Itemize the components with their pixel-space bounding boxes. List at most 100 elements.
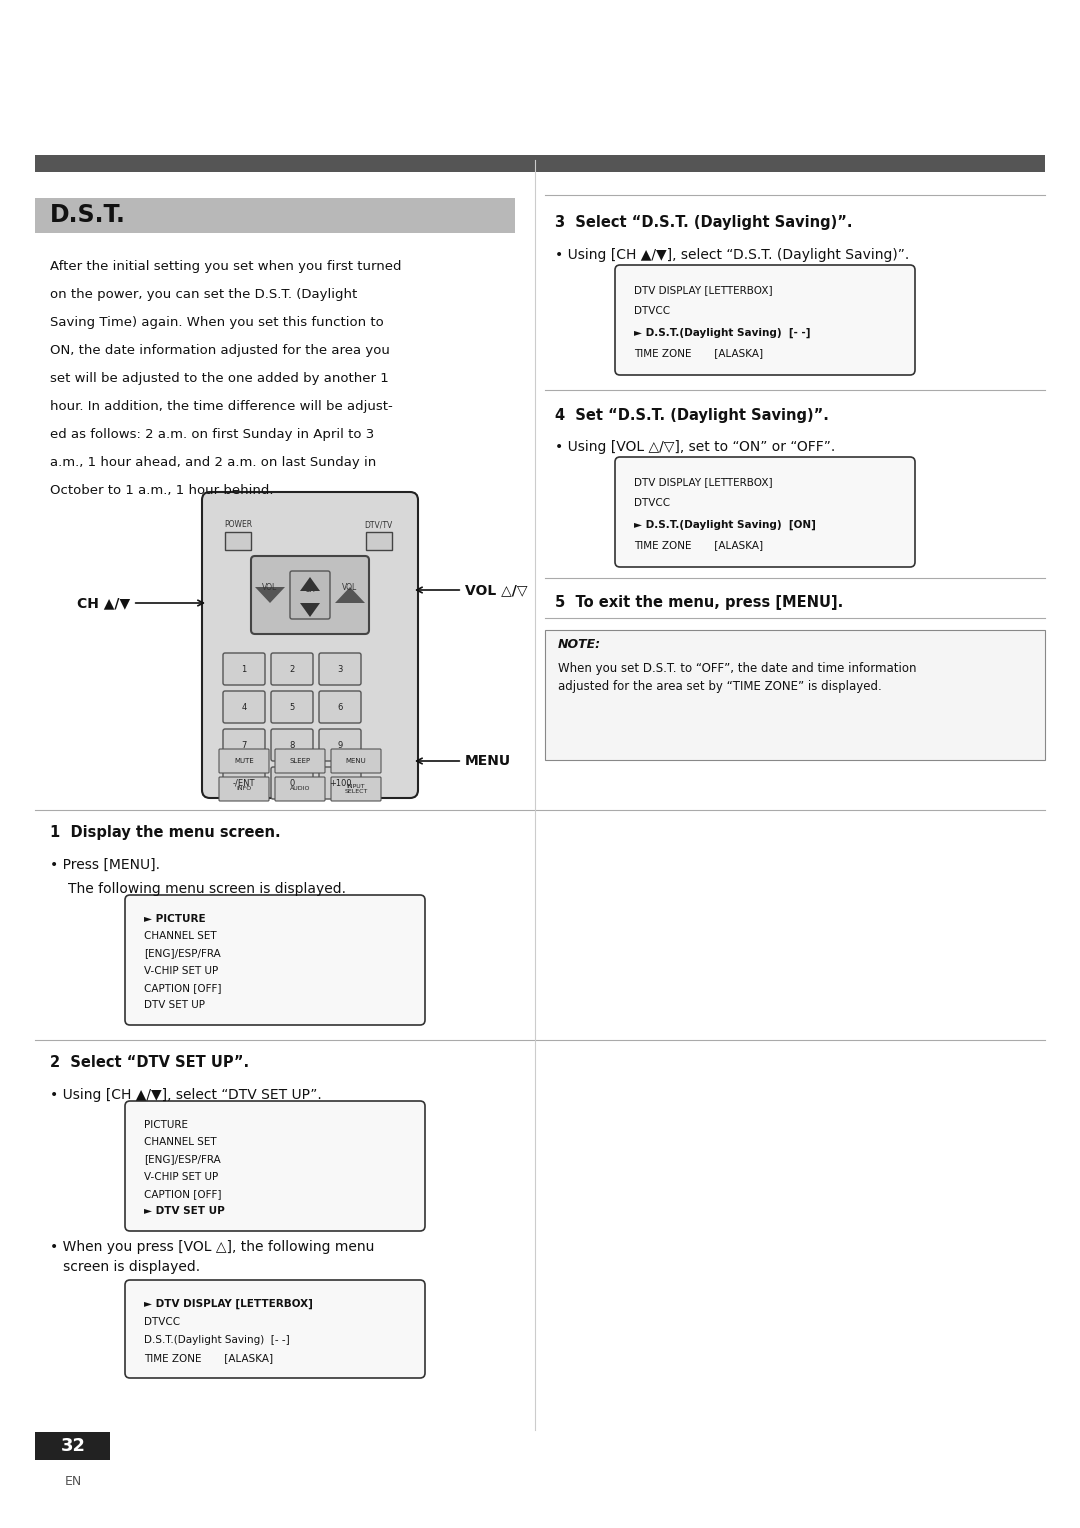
Bar [35,154,1045,173]
Text: 2  Select “DTV SET UP”.: 2 Select “DTV SET UP”. [50,1054,249,1070]
Text: • Press [MENU].: • Press [MENU]. [50,859,160,872]
Text: ► D.S.T.(Daylight Saving)  [ON]: ► D.S.T.(Daylight Saving) [ON] [634,520,815,530]
Text: on the power, you can set the D.S.T. (Daylight: on the power, you can set the D.S.T. (Da… [50,287,357,301]
Text: +100: +100 [328,778,351,787]
Text: -/ENT: -/ENT [233,778,255,787]
Text: [ENG]/ESP/FRA: [ENG]/ESP/FRA [144,1154,220,1164]
FancyBboxPatch shape [271,652,313,685]
Text: NOTE:: NOTE: [558,639,602,651]
Text: PICTURE: PICTURE [144,1120,188,1129]
FancyBboxPatch shape [219,749,269,773]
FancyBboxPatch shape [291,571,330,619]
FancyBboxPatch shape [222,691,265,723]
Text: 32: 32 [60,1436,85,1455]
Text: MENU: MENU [346,758,366,764]
FancyBboxPatch shape [319,729,361,761]
FancyBboxPatch shape [125,1102,426,1232]
FancyBboxPatch shape [319,652,361,685]
Text: VOL △/▽: VOL △/▽ [417,584,527,597]
FancyBboxPatch shape [125,1280,426,1378]
Text: DTV DISPLAY [LETTERBOX]: DTV DISPLAY [LETTERBOX] [634,477,772,487]
Text: [ENG]/ESP/FRA: [ENG]/ESP/FRA [144,949,220,958]
FancyBboxPatch shape [330,778,381,801]
Text: 7: 7 [241,741,246,750]
Text: 3  Select “D.S.T. (Daylight Saving)”.: 3 Select “D.S.T. (Daylight Saving)”. [555,215,852,231]
Text: 1  Display the menu screen.: 1 Display the menu screen. [50,825,281,840]
Text: October to 1 a.m., 1 hour behind.: October to 1 a.m., 1 hour behind. [50,484,273,497]
FancyBboxPatch shape [271,767,313,799]
FancyBboxPatch shape [330,749,381,773]
Text: DTV/TV: DTV/TV [364,520,392,529]
FancyBboxPatch shape [202,492,418,798]
FancyBboxPatch shape [615,457,915,567]
Text: 8: 8 [289,741,295,750]
Text: CH ▲/▼: CH ▲/▼ [77,596,203,610]
Text: MUTE: MUTE [234,758,254,764]
Text: DTV SET UP: DTV SET UP [144,1001,205,1010]
Text: V-CHIP SET UP: V-CHIP SET UP [144,1172,218,1181]
Text: EN: EN [65,1475,82,1488]
Text: D.S.T.(Daylight Saving)  [- -]: D.S.T.(Daylight Saving) [- -] [144,1335,289,1345]
FancyBboxPatch shape [615,264,915,374]
Polygon shape [255,587,285,604]
Text: ON, the date information adjusted for the area you: ON, the date information adjusted for th… [50,344,390,358]
FancyBboxPatch shape [275,749,325,773]
Text: DTVCC: DTVCC [634,307,670,316]
Polygon shape [335,587,365,604]
Text: • Using [CH ▲/▼], select “DTV SET UP”.: • Using [CH ▲/▼], select “DTV SET UP”. [50,1088,322,1102]
Bar [35,1432,110,1459]
Text: When you set D.S.T. to “OFF”, the date and time information
adjusted for the are: When you set D.S.T. to “OFF”, the date a… [558,662,917,694]
Text: set will be adjusted to the one added by another 1: set will be adjusted to the one added by… [50,371,389,385]
Text: 3: 3 [337,665,342,674]
Text: • Using [CH ▲/▼], select “D.S.T. (Daylight Saving)”.: • Using [CH ▲/▼], select “D.S.T. (Daylig… [555,248,909,261]
FancyBboxPatch shape [222,767,265,799]
FancyBboxPatch shape [219,778,269,801]
FancyBboxPatch shape [222,729,265,761]
FancyBboxPatch shape [275,778,325,801]
FancyBboxPatch shape [366,532,392,550]
Text: ► PICTURE: ► PICTURE [144,914,205,923]
Text: 6: 6 [337,703,342,712]
Text: CHANNEL SET: CHANNEL SET [144,931,217,941]
Text: 5: 5 [289,703,295,712]
Text: VOL: VOL [342,582,357,591]
Text: INPUT
SELECT: INPUT SELECT [345,784,367,795]
Text: V-CHIP SET UP: V-CHIP SET UP [144,966,218,976]
Text: 1: 1 [241,665,246,674]
FancyBboxPatch shape [319,691,361,723]
Text: Saving Time) again. When you set this function to: Saving Time) again. When you set this fu… [50,316,383,329]
Text: CHANNEL SET: CHANNEL SET [144,1137,217,1148]
Text: • When you press [VOL △], the following menu
   screen is displayed.: • When you press [VOL △], the following … [50,1241,375,1273]
Text: 5  To exit the menu, press [MENU].: 5 To exit the menu, press [MENU]. [555,594,843,610]
Bar [545,630,1045,759]
Text: SLEEP: SLEEP [289,758,311,764]
Text: ► D.S.T.(Daylight Saving)  [- -]: ► D.S.T.(Daylight Saving) [- -] [634,327,810,338]
Text: 4: 4 [241,703,246,712]
Text: After the initial setting you set when you first turned: After the initial setting you set when y… [50,260,402,274]
Text: DTVCC: DTVCC [144,1317,180,1326]
Text: POWER: POWER [224,520,252,529]
FancyBboxPatch shape [222,652,265,685]
FancyBboxPatch shape [271,691,313,723]
Text: 2: 2 [289,665,295,674]
Text: ► DTV SET UP: ► DTV SET UP [144,1206,225,1216]
Text: D.S.T.: D.S.T. [50,203,126,228]
Text: DTVCC: DTVCC [634,498,670,509]
Text: • Using [VOL △/▽], set to “ON” or “OFF”.: • Using [VOL △/▽], set to “ON” or “OFF”. [555,440,835,454]
Text: INFO: INFO [237,787,252,792]
Polygon shape [300,578,320,591]
Text: a.m., 1 hour ahead, and 2 a.m. on last Sunday in: a.m., 1 hour ahead, and 2 a.m. on last S… [50,455,376,469]
Text: VOL: VOL [262,582,278,591]
Text: TIME ZONE       [ALASKA]: TIME ZONE [ALASKA] [634,348,764,359]
Text: MENU: MENU [417,753,511,769]
Text: The following menu screen is displayed.: The following menu screen is displayed. [68,882,346,895]
Text: DTV DISPLAY [LETTERBOX]: DTV DISPLAY [LETTERBOX] [634,286,772,295]
Text: ► DTV DISPLAY [LETTERBOX]: ► DTV DISPLAY [LETTERBOX] [144,1299,313,1309]
Text: 4  Set “D.S.T. (Daylight Saving)”.: 4 Set “D.S.T. (Daylight Saving)”. [555,408,828,423]
Text: 0: 0 [289,778,295,787]
Text: 9: 9 [337,741,342,750]
Text: hour. In addition, the time difference will be adjust-: hour. In addition, the time difference w… [50,400,393,413]
FancyBboxPatch shape [125,895,426,1025]
Text: ed as follows: 2 a.m. on first Sunday in April to 3: ed as follows: 2 a.m. on first Sunday in… [50,428,375,442]
Text: CAPTION [OFF]: CAPTION [OFF] [144,1189,221,1199]
